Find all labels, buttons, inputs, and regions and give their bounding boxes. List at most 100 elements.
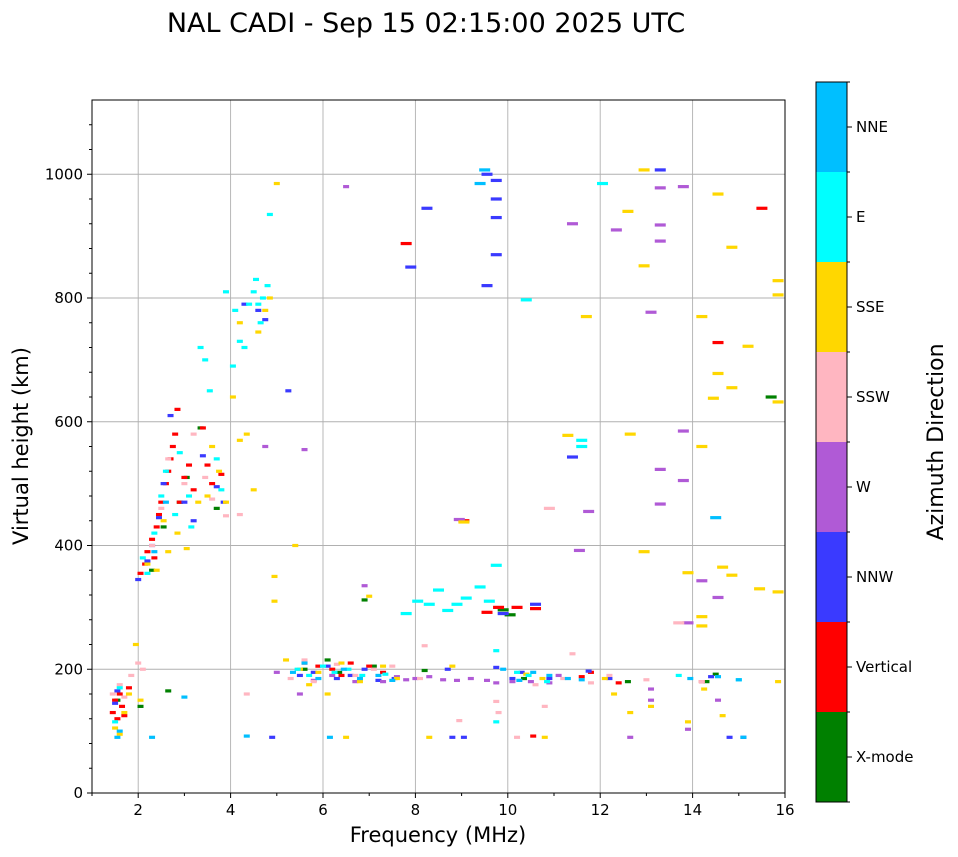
- data-point: [756, 206, 768, 210]
- data-point: [361, 598, 368, 602]
- data-point: [516, 678, 523, 682]
- data-point: [216, 469, 223, 473]
- data-point: [587, 681, 594, 685]
- colorbar-segment: [816, 352, 847, 442]
- data-point: [400, 611, 412, 616]
- data-point: [648, 698, 655, 702]
- data-point: [218, 488, 225, 492]
- data-point: [324, 664, 331, 668]
- data-point: [606, 673, 613, 678]
- y-axis-label: Virtual height (km): [9, 347, 33, 545]
- data-point: [361, 584, 368, 588]
- colorbar: X-mode Vertical NNW W SSW SSE E NNE: [815, 81, 913, 803]
- data-point: [654, 502, 666, 506]
- data-point: [149, 568, 156, 572]
- x-tick-label: 12: [591, 801, 610, 819]
- data-point: [380, 670, 387, 674]
- data-point: [190, 432, 197, 436]
- data-point: [204, 463, 211, 467]
- data-point: [382, 672, 389, 676]
- data-point: [451, 602, 463, 606]
- x-tick-label: 4: [226, 801, 236, 819]
- data-point: [493, 681, 500, 685]
- data-point: [174, 407, 181, 411]
- data-point: [285, 389, 292, 393]
- colorbar-segment: [816, 442, 847, 532]
- data-point: [433, 588, 444, 592]
- data-point: [209, 497, 216, 501]
- data-point: [262, 444, 269, 449]
- data-point: [315, 676, 322, 681]
- data-point: [206, 389, 213, 393]
- data-point: [735, 678, 742, 682]
- data-point: [176, 500, 183, 504]
- data-point: [677, 185, 689, 189]
- colorbar-label: X-mode: [856, 748, 913, 766]
- data-point: [772, 279, 784, 283]
- data-point: [742, 344, 754, 348]
- colorbar-segment: [816, 262, 847, 352]
- data-point: [576, 444, 588, 449]
- data-point: [527, 680, 534, 684]
- data-point: [229, 395, 236, 399]
- data-point: [504, 613, 516, 617]
- data-point: [703, 680, 710, 684]
- series-nnw: [112, 168, 747, 739]
- data-point: [273, 181, 280, 186]
- data-point: [726, 386, 738, 390]
- data-point: [421, 668, 428, 673]
- data-point: [336, 670, 343, 674]
- data-point: [654, 186, 666, 190]
- data-point: [481, 610, 493, 614]
- data-point: [717, 565, 729, 569]
- data-point: [772, 293, 784, 297]
- data-point: [509, 680, 516, 684]
- colorbar-label: SSE: [856, 298, 885, 316]
- data-point: [236, 438, 243, 442]
- data-point: [530, 607, 542, 611]
- data-point: [490, 197, 502, 201]
- data-point: [116, 732, 123, 736]
- data-point: [144, 559, 151, 563]
- data-point: [684, 727, 691, 731]
- data-point: [467, 676, 474, 681]
- series-w: [262, 185, 724, 739]
- y-tick-label: 1000: [45, 165, 83, 183]
- data-point: [375, 678, 382, 682]
- x-tick-label: 2: [133, 801, 143, 819]
- data-point: [648, 704, 655, 708]
- data-point: [301, 661, 308, 665]
- data-point: [375, 673, 382, 678]
- data-point: [287, 676, 294, 681]
- data-point: [347, 661, 354, 665]
- data-point: [560, 676, 567, 681]
- data-point: [530, 670, 537, 674]
- data-point: [112, 720, 119, 724]
- data-point: [352, 680, 359, 684]
- data-point: [331, 670, 338, 674]
- data-point: [181, 695, 188, 699]
- data-point: [116, 729, 123, 733]
- data-point: [627, 710, 634, 715]
- plot-background: [92, 100, 785, 793]
- data-point: [183, 546, 190, 551]
- x-tick-label: 14: [683, 801, 702, 819]
- data-point: [155, 512, 162, 517]
- data-point: [181, 500, 188, 504]
- data-point: [361, 667, 368, 671]
- data-point: [569, 652, 576, 656]
- data-point: [324, 658, 331, 662]
- data-point: [389, 664, 396, 668]
- data-point: [165, 457, 172, 461]
- data-point: [493, 649, 500, 653]
- data-point: [324, 692, 331, 696]
- series-e: [112, 181, 742, 724]
- data-point: [132, 642, 139, 647]
- data-point: [562, 433, 574, 437]
- data-point: [597, 181, 609, 186]
- data-point: [449, 735, 456, 739]
- data-point: [611, 692, 618, 696]
- data-point: [151, 531, 158, 535]
- data-point: [654, 168, 666, 172]
- data-point: [236, 321, 243, 325]
